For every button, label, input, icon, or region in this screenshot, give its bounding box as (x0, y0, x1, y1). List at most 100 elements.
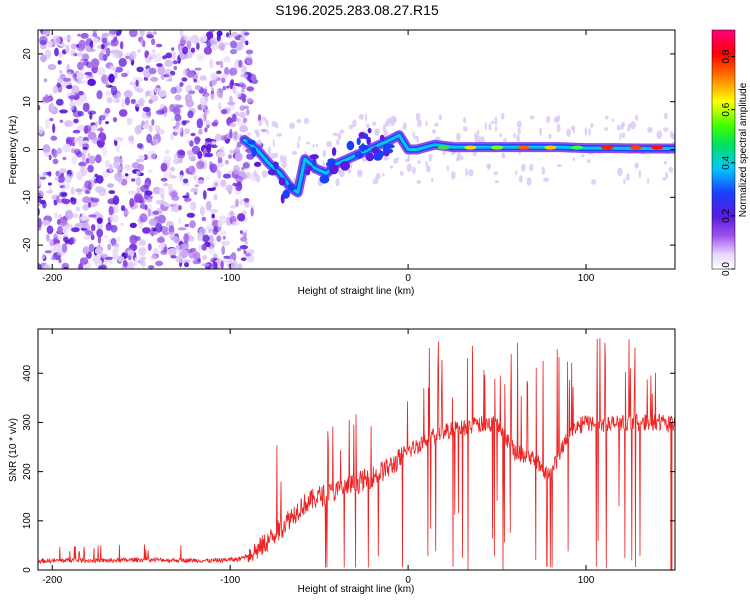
trace-blob (367, 127, 372, 134)
snr-panel: -200 -100 0 100 0 100 200 300 400 Height of stra… (8, 328, 676, 595)
noise-blob (47, 64, 57, 71)
noise-blob (120, 205, 126, 212)
noise-blob (80, 58, 85, 62)
noise-blob (222, 41, 232, 46)
noise-blob (42, 96, 52, 103)
noise-blob (155, 43, 163, 48)
noise-blob (57, 78, 64, 84)
noise-blob (90, 197, 100, 203)
noise-blob (412, 166, 416, 175)
noise-blob (41, 220, 51, 226)
noise-blob (97, 44, 102, 49)
noise-blob (220, 109, 228, 115)
noise-blob (517, 120, 522, 128)
noise-blob (149, 195, 153, 200)
noise-blob (283, 155, 287, 165)
noise-blob (106, 47, 111, 57)
noise-blob (264, 117, 267, 125)
noise-blob (390, 115, 396, 124)
noise-blob (42, 144, 51, 154)
noise-blob (136, 48, 142, 54)
noise-blob (529, 163, 534, 172)
noise-blob (160, 177, 168, 182)
noise-blob (178, 150, 186, 156)
noise-blob (406, 163, 412, 172)
noise-blob (179, 82, 184, 87)
noise-blob (163, 112, 167, 117)
noise-blob (67, 71, 72, 79)
noise-blob (246, 86, 255, 92)
noise-blob (220, 179, 226, 188)
noise-blob (189, 220, 196, 229)
noise-blob (243, 32, 250, 36)
noise-blob (178, 174, 184, 182)
noise-blob (170, 86, 177, 95)
noise-blob (118, 57, 127, 67)
noise-blob (541, 166, 546, 175)
noise-blob (539, 127, 542, 136)
noise-blob (188, 235, 195, 242)
noise-blob (572, 157, 576, 161)
noise-blob (211, 179, 221, 189)
noise-blob (56, 218, 61, 226)
noise-blob (292, 150, 297, 156)
noise-blob (234, 152, 243, 162)
noise-blob (194, 137, 201, 142)
noise-blob (206, 124, 210, 128)
noise-blob (96, 128, 104, 132)
noise-blob (121, 98, 125, 109)
noise-blob (82, 102, 90, 113)
noise-blob (548, 133, 552, 139)
noise-blob (52, 123, 56, 134)
noise-blob (416, 179, 422, 184)
noise-blob (55, 98, 64, 106)
noise-blob (147, 208, 152, 217)
noise-blob (163, 155, 172, 164)
noise-blob (138, 154, 145, 160)
noise-blob (211, 213, 215, 219)
noise-blob (396, 157, 399, 161)
noise-blob (490, 120, 495, 125)
noise-blob (425, 160, 428, 168)
noise-blob (584, 127, 588, 136)
noise-blob (40, 54, 47, 63)
noise-blob (195, 160, 205, 170)
noise-blob (96, 217, 103, 224)
noise-blob (168, 247, 177, 257)
noise-blob (184, 262, 189, 268)
noise-blob (456, 156, 460, 162)
noise-blob (296, 119, 302, 124)
noise-blob (194, 191, 198, 195)
noise-blob (174, 113, 182, 122)
noise-blob (131, 178, 136, 182)
noise-blob (456, 132, 461, 142)
noise-blob (204, 141, 209, 146)
noise-blob (155, 260, 164, 267)
noise-blob (190, 188, 199, 193)
noise-blob (222, 85, 227, 91)
noise-blob (173, 153, 178, 163)
trace-blob (278, 177, 286, 186)
noise-blob (276, 133, 283, 137)
noise-blob (272, 138, 275, 148)
noise-blob (425, 165, 431, 173)
noise-blob (262, 116, 266, 122)
noise-blob (148, 56, 153, 61)
noise-blob (417, 160, 421, 164)
noise-blob (145, 115, 150, 119)
noise-blob (499, 133, 503, 138)
noise-blob (115, 66, 123, 73)
noise-blob (417, 119, 422, 128)
noise-blob (91, 58, 100, 68)
noise-blob (611, 118, 615, 122)
noise-blob (139, 30, 145, 37)
noise-blob (503, 138, 507, 143)
noise-blob (270, 152, 277, 159)
noise-blob (156, 63, 163, 67)
noise-blob (124, 210, 130, 215)
noise-blob (182, 132, 187, 137)
noise-blob (76, 52, 84, 57)
x-tick-label: -100 (220, 575, 240, 586)
noise-blob (246, 97, 253, 103)
noise-blob (217, 169, 222, 179)
